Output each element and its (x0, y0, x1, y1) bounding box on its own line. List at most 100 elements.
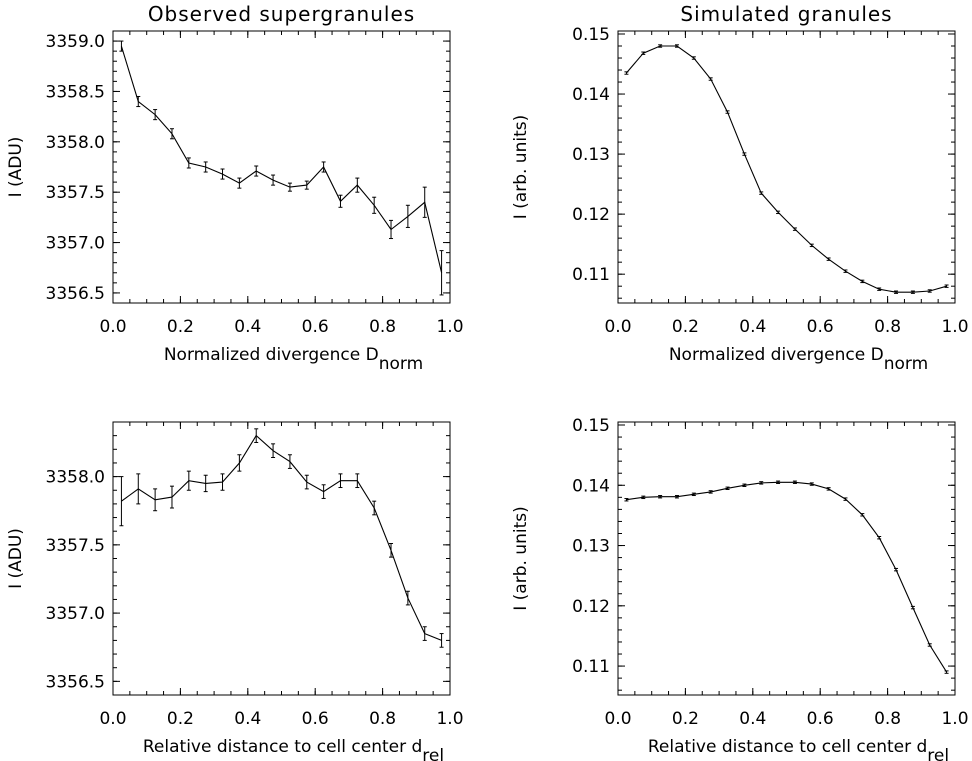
error-bar (136, 473, 141, 505)
error-bar (641, 51, 646, 55)
error-bar (809, 482, 814, 486)
plot-frame (112, 30, 451, 304)
error-bar (792, 480, 797, 484)
error-bar (809, 243, 814, 248)
error-bar (389, 542, 394, 558)
error-bar (944, 670, 949, 674)
y-axis-label: I (arb. units) (511, 115, 531, 219)
x-tick-label: 0.2 (672, 709, 699, 729)
error-bar (725, 486, 730, 490)
error-bar (422, 186, 427, 218)
error-bar (321, 161, 326, 173)
x-tick-label: 0.0 (604, 709, 631, 729)
error-bar (708, 490, 713, 494)
error-bar (708, 77, 713, 81)
error-bar (843, 269, 848, 273)
x-tick-label: 0.0 (99, 709, 126, 729)
panel-simulated-granules-distance: 0.0 0.2 0.4 0.6 0.8 1.0 0.11 0.12 0.13 0.14 0.15 Re… (511, 416, 969, 761)
x-axis-label: Relative distance to cell center drel (143, 737, 444, 761)
y-tick-label: 0.14 (572, 85, 610, 105)
y-tick-label: 0.15 (572, 416, 610, 436)
error-bar (203, 474, 208, 493)
y-tick-label: 3359.0 (46, 32, 105, 52)
x-tick-label: 0.4 (739, 709, 766, 729)
x-tick-label: 0.6 (302, 709, 329, 729)
error-bar (691, 56, 696, 60)
error-bar (877, 287, 882, 291)
error-bar (725, 110, 730, 114)
y-tick-label: 3356.5 (46, 284, 105, 304)
series-line (120, 45, 443, 273)
error-bar (220, 168, 225, 180)
error-bar (894, 290, 899, 294)
x-tick-label: 0.8 (369, 709, 396, 729)
error-bar (169, 128, 174, 140)
y-tick-label: 0.15 (572, 25, 610, 45)
error-bar (843, 497, 848, 501)
x-tick-label: 0.8 (874, 709, 901, 729)
error-bar (691, 492, 696, 497)
error-bar (944, 284, 949, 288)
error-bar (338, 473, 343, 489)
error-bar (355, 177, 360, 193)
error-bar (304, 474, 309, 490)
x-tick-label: 0.4 (234, 317, 261, 337)
error-bar (153, 488, 158, 512)
chart-title: Simulated granules (680, 2, 892, 26)
error-bar (894, 567, 899, 572)
x-tick-label: 0.6 (807, 317, 834, 337)
error-bar (254, 165, 259, 177)
error-bar (287, 454, 292, 469)
error-bar (271, 174, 276, 186)
x-axis-label-subscript: norm (884, 354, 928, 374)
y-axis-label: I (arb. units) (511, 506, 531, 610)
y-tick-label: 3357.0 (46, 604, 105, 624)
x-axis-label-subscript: rel (422, 746, 444, 761)
y-tick-label: 0.11 (572, 265, 610, 285)
x-tick-label: 0.8 (369, 317, 396, 337)
error-bar (254, 428, 259, 443)
x-axis-label: Relative distance to cell center drel (648, 737, 949, 761)
x-tick-label: 0.6 (302, 317, 329, 337)
error-bar (338, 194, 343, 208)
x-tick-label: 0.2 (167, 317, 194, 337)
error-bar (877, 536, 882, 540)
y-tick-label: 0.12 (572, 597, 610, 617)
error-bar (826, 257, 831, 261)
error-bar (439, 250, 444, 296)
x-tick-label: 1.0 (941, 317, 968, 337)
plot-frame (617, 30, 956, 304)
error-bar (658, 44, 663, 48)
y-axis-label: I (ADU) (6, 137, 26, 198)
error-bar (355, 473, 360, 489)
x-axis-label-main: Normalized divergence D (669, 345, 884, 365)
error-bar (826, 487, 831, 491)
error-bar (405, 590, 410, 606)
y-tick-label: 3358.5 (46, 82, 105, 102)
series-line (626, 481, 948, 673)
x-tick-label: 0.2 (672, 317, 699, 337)
error-bar (759, 191, 764, 195)
error-bar (220, 473, 225, 491)
x-axis-label: Normalized divergence Dnorm (669, 345, 928, 374)
error-bar (624, 498, 629, 502)
y-tick-label: 0.13 (572, 145, 610, 165)
error-bar (860, 279, 865, 284)
y-axis-label: I (ADU) (6, 528, 26, 589)
error-bar (119, 40, 124, 52)
error-bar (372, 196, 377, 214)
error-bar (237, 454, 242, 472)
x-tick-label: 0.2 (167, 709, 194, 729)
y-tick-label: 0.11 (572, 657, 610, 677)
error-bar (186, 157, 191, 169)
y-tick-label: 3358.0 (46, 468, 105, 488)
y-tick-label: 3358.0 (46, 133, 105, 153)
plot-frame (112, 421, 451, 696)
y-tick-label: 0.14 (572, 476, 610, 496)
error-bar (742, 152, 747, 156)
x-tick-label: 0.0 (99, 317, 126, 337)
error-bar (389, 219, 394, 240)
x-tick-label: 1.0 (941, 709, 968, 729)
x-tick-label: 0.6 (807, 709, 834, 729)
